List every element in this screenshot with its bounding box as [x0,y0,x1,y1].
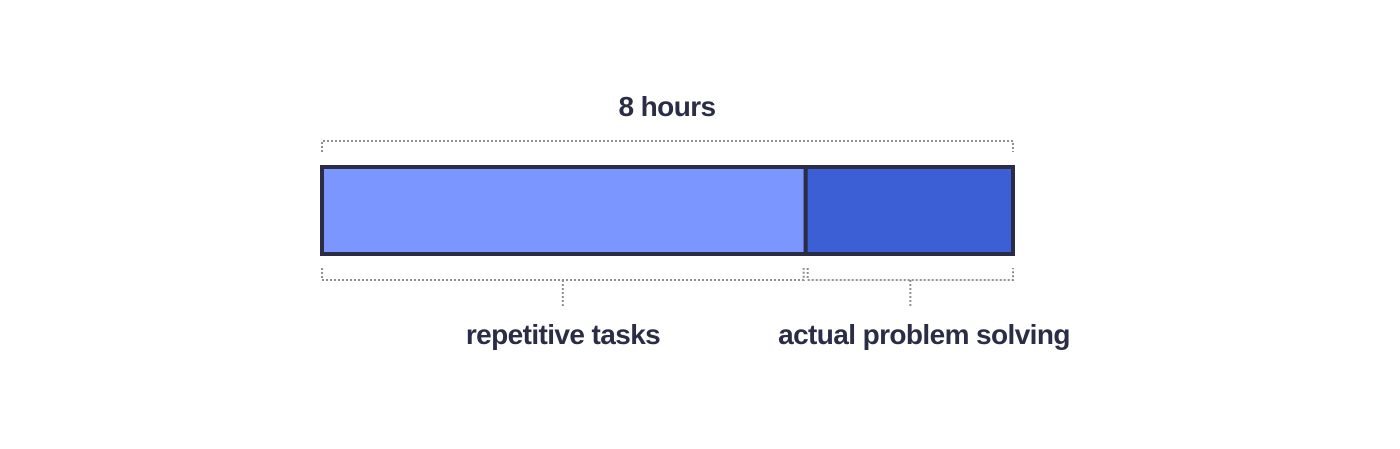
total-bracket [321,140,1014,152]
repetitive-tasks-bracket [321,268,805,306]
actual-problem-solving-label: actual problem solving [778,319,1070,350]
repetitive-tasks-label: repetitive tasks [466,319,660,350]
segment-repetitive-tasks [320,165,808,256]
actual-problem-solving-bracket [806,268,1014,306]
segment-actual-problem-solving [803,165,1016,256]
total-hours-label: 8 hours [619,91,716,122]
